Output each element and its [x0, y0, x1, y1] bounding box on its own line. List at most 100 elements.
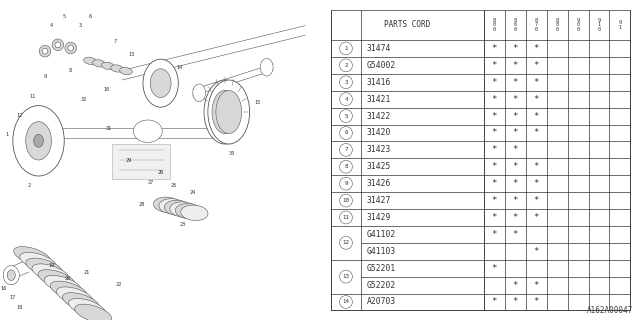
Text: G54002: G54002	[367, 61, 396, 70]
Ellipse shape	[26, 258, 63, 277]
Text: 28: 28	[138, 202, 145, 207]
Ellipse shape	[193, 84, 205, 102]
Text: *: *	[534, 281, 539, 290]
Text: G41103: G41103	[367, 247, 396, 256]
Ellipse shape	[75, 304, 111, 320]
Text: *: *	[492, 264, 497, 273]
Text: 31420: 31420	[367, 128, 391, 138]
Text: 2: 2	[28, 183, 31, 188]
Text: 6: 6	[344, 131, 348, 135]
Text: 14: 14	[342, 300, 349, 304]
Ellipse shape	[159, 199, 186, 214]
Text: *: *	[534, 298, 539, 307]
Text: 15: 15	[254, 100, 260, 105]
Bar	[113, 144, 170, 179]
Text: 2: 2	[344, 63, 348, 68]
Text: *: *	[513, 162, 518, 171]
Circle shape	[340, 93, 353, 106]
Text: *: *	[534, 162, 539, 171]
Ellipse shape	[208, 80, 250, 144]
Text: 12: 12	[16, 113, 22, 118]
Text: 5: 5	[63, 13, 66, 19]
Text: 10: 10	[342, 198, 349, 203]
Text: 4: 4	[344, 97, 348, 102]
Circle shape	[340, 42, 353, 55]
Circle shape	[340, 160, 353, 173]
Ellipse shape	[260, 58, 273, 76]
Ellipse shape	[216, 90, 242, 134]
Text: PARTS CORD: PARTS CORD	[384, 20, 431, 29]
Circle shape	[340, 194, 353, 207]
Text: *: *	[534, 247, 539, 256]
Text: G52201: G52201	[367, 264, 396, 273]
Text: 12: 12	[342, 240, 349, 245]
Circle shape	[340, 177, 353, 190]
Text: 26: 26	[157, 170, 164, 175]
Text: A162A00047: A162A00047	[588, 306, 634, 315]
Text: A20703: A20703	[367, 298, 396, 307]
Text: *: *	[513, 112, 518, 121]
Text: *: *	[534, 128, 539, 138]
Ellipse shape	[44, 276, 81, 294]
Text: 7: 7	[344, 147, 348, 152]
Ellipse shape	[26, 122, 51, 160]
Text: 13: 13	[129, 52, 135, 57]
Text: *: *	[534, 61, 539, 70]
Text: 9
1: 9 1	[618, 20, 621, 30]
Text: 31427: 31427	[367, 196, 391, 205]
Text: 9: 9	[344, 181, 348, 186]
Text: 31426: 31426	[367, 179, 391, 188]
Text: 7: 7	[114, 39, 117, 44]
Text: *: *	[513, 179, 518, 188]
Ellipse shape	[175, 204, 202, 219]
Text: 8
7
0: 8 7 0	[534, 18, 538, 32]
Text: 17: 17	[10, 295, 16, 300]
Text: 3: 3	[344, 80, 348, 85]
Text: 1: 1	[344, 46, 348, 51]
Text: 3: 3	[79, 23, 82, 28]
Text: G52202: G52202	[367, 281, 396, 290]
Text: 29: 29	[125, 157, 132, 163]
Text: *: *	[534, 213, 539, 222]
Circle shape	[340, 59, 353, 72]
Text: *: *	[513, 298, 518, 307]
Ellipse shape	[204, 80, 246, 144]
Text: 21: 21	[84, 269, 90, 275]
Text: *: *	[492, 145, 497, 154]
Circle shape	[340, 296, 353, 308]
Text: 31429: 31429	[367, 213, 391, 222]
Text: 8: 8	[69, 68, 72, 73]
Text: *: *	[492, 162, 497, 171]
Text: 31423: 31423	[367, 145, 391, 154]
Text: *: *	[513, 78, 518, 87]
Text: 25: 25	[170, 183, 177, 188]
Text: 19: 19	[48, 263, 54, 268]
Text: *: *	[492, 213, 497, 222]
Text: 20: 20	[65, 276, 70, 281]
Text: 31421: 31421	[367, 95, 391, 104]
Text: *: *	[513, 196, 518, 205]
Text: *: *	[492, 128, 497, 138]
Circle shape	[68, 45, 74, 51]
Text: 13: 13	[342, 274, 349, 279]
Text: *: *	[513, 44, 518, 53]
Ellipse shape	[84, 57, 96, 64]
Text: 8: 8	[344, 164, 348, 169]
Circle shape	[42, 48, 48, 54]
Text: *: *	[492, 95, 497, 104]
Text: 23: 23	[180, 221, 186, 227]
Text: *: *	[492, 196, 497, 205]
Text: 31474: 31474	[367, 44, 391, 53]
Ellipse shape	[63, 293, 99, 311]
Text: 30: 30	[228, 151, 234, 156]
Ellipse shape	[93, 60, 106, 67]
Ellipse shape	[164, 200, 191, 216]
Circle shape	[340, 211, 353, 224]
Ellipse shape	[68, 299, 106, 317]
Text: 31422: 31422	[367, 112, 391, 121]
Text: *: *	[513, 61, 518, 70]
Text: 16: 16	[0, 285, 6, 291]
Ellipse shape	[154, 197, 180, 212]
Ellipse shape	[13, 247, 51, 265]
Text: *: *	[492, 230, 497, 239]
